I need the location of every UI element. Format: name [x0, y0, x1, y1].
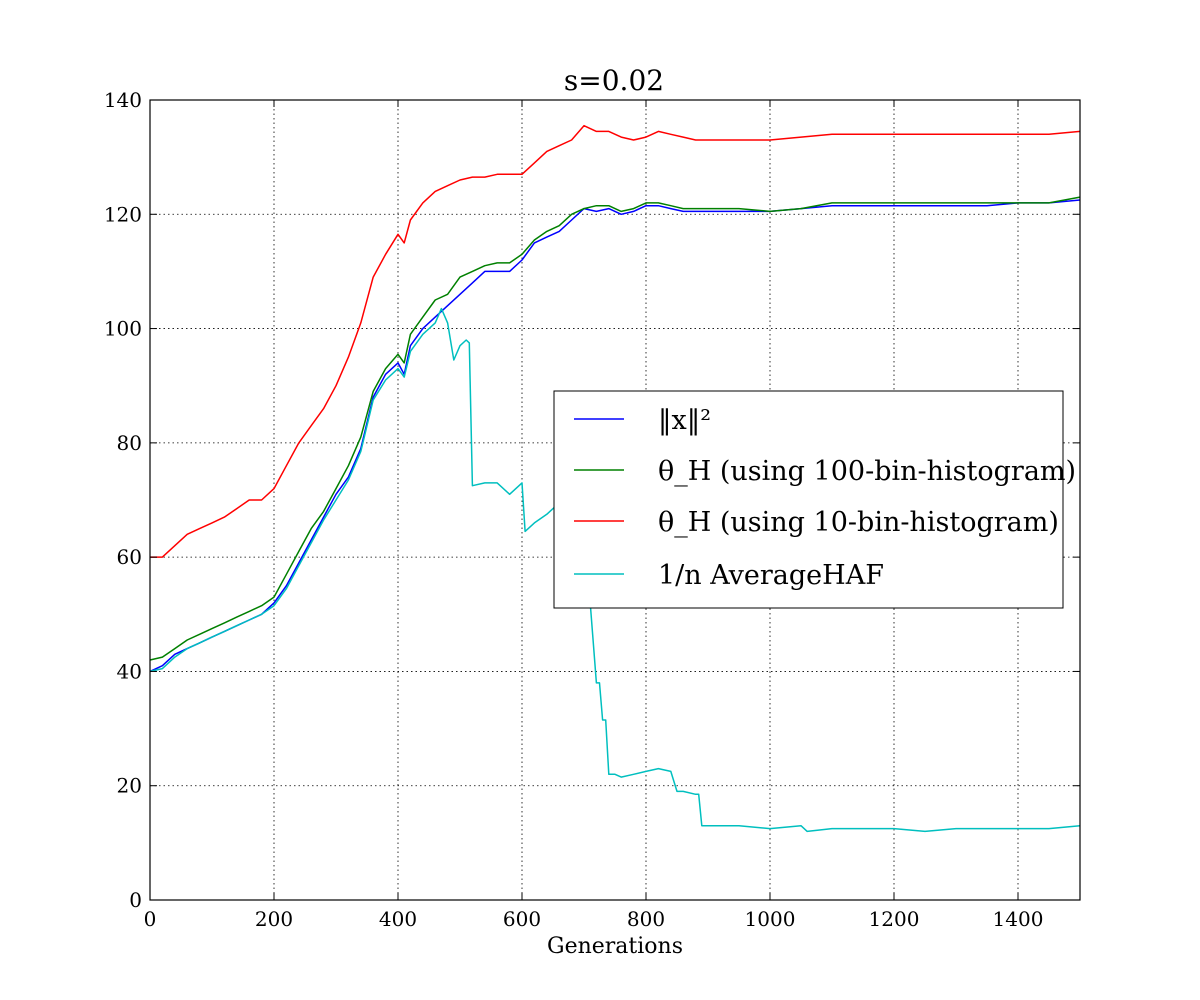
y-tick-label: 140	[104, 88, 142, 112]
legend: ‖x‖² θ_H (using 100-bin-histogram) θ_H (…	[553, 390, 1076, 609]
x-tick-label: 600	[503, 907, 541, 931]
x-tick-label: 1000	[745, 907, 796, 931]
plot-frame	[149, 99, 1081, 901]
x-tick-label: 1400	[993, 907, 1044, 931]
y-tick-label: 20	[117, 774, 142, 798]
series-theta-10-line	[150, 124, 1081, 558]
y-tick-labels: 0 20 40 60 80 100 120 140	[104, 88, 142, 912]
y-tick-label: 120	[104, 202, 142, 226]
x-tick-label: 200	[255, 907, 293, 931]
series-lines	[149, 124, 1081, 833]
legend-label-norm-x: ‖x‖²	[658, 405, 711, 436]
series-theta-100-line	[149, 196, 1081, 661]
x-tick-label: 400	[379, 907, 417, 931]
axis-ticks	[149, 99, 1080, 901]
legend-label-theta-10: θ_H (using 10-bin-histogram)	[658, 507, 1059, 538]
y-tick-label: 0	[129, 888, 142, 912]
legend-label-average-haf: 1/n AverageHAF	[658, 560, 884, 591]
x-tick-labels: 0 200 400 600 800 1000 1200 1400	[144, 907, 1044, 931]
x-axis-label: Generations	[547, 934, 683, 959]
series-average-haf-line	[149, 307, 1081, 833]
x-tick-label: 800	[627, 907, 665, 931]
y-tick-label: 60	[117, 545, 142, 569]
y-tick-label: 40	[117, 659, 142, 683]
y-tick-label: 100	[104, 317, 142, 341]
legend-label-theta-100: θ_H (using 100-bin-histogram)	[658, 456, 1076, 487]
x-tick-label: 0	[144, 907, 157, 931]
y-tick-label: 80	[117, 431, 142, 455]
chart-title: s=0.02	[564, 64, 664, 97]
x-tick-label: 1200	[869, 907, 920, 931]
legend-box	[553, 390, 1064, 609]
